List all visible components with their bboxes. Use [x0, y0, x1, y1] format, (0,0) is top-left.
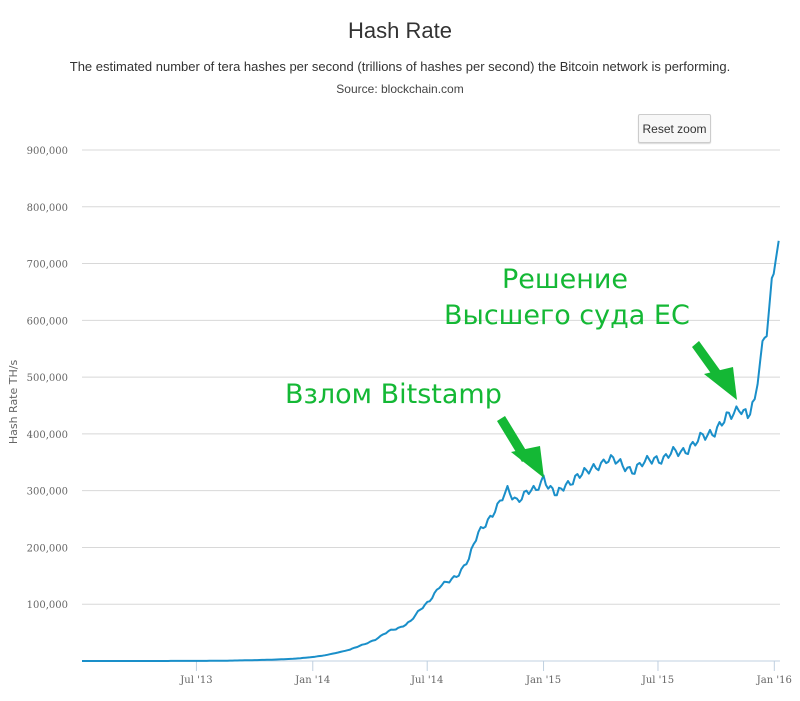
y-tick-label: 400,000 — [27, 430, 68, 441]
annotation-court-arrow — [692, 341, 737, 400]
x-tick-label: Jul '14 — [410, 675, 443, 686]
y-tick-label: 800,000 — [27, 203, 68, 214]
grid-lines — [82, 149, 780, 662]
annotation-court-label-line1: Решение — [502, 264, 628, 295]
y-tick-label: 100,000 — [27, 600, 68, 611]
x-tick-label: Jul '15 — [641, 675, 674, 686]
series-layer — [82, 240, 780, 662]
x-axis-ticks: Jul '13 Jan '14 Jul '14 Jan '15 Jul '15 Jan '… — [179, 661, 792, 686]
x-tick-label: Jul '13 — [179, 675, 212, 686]
annotation-bitstamp-arrow — [497, 416, 544, 478]
annotation-court-label-line2: Высшего суда ЕС — [444, 300, 690, 331]
y-tick-label: 500,000 — [27, 373, 68, 384]
y-tick-label: 200,000 — [27, 543, 68, 554]
chart-source: Source: blockchain.com — [336, 82, 464, 96]
y-axis-ticks: 100,000 200,000 300,000 400,000 500,000 600,0… — [27, 146, 68, 611]
y-tick-label: 600,000 — [27, 316, 68, 327]
annotation-bitstamp-label: Взлом Bitstamp — [285, 379, 502, 410]
y-axis-title: Hash Rate TH/s — [7, 360, 20, 445]
x-tick-label: Jan '16 — [756, 675, 792, 686]
chart-subtitle: The estimated number of tera hashes per … — [69, 59, 731, 74]
reset-zoom-button[interactable]: Reset zoom — [638, 114, 711, 143]
chart-title: Hash Rate — [348, 18, 452, 43]
series-line-hash-rate — [82, 240, 780, 662]
annotations: Взлом Bitstamp Решение Высшего суда ЕС — [285, 264, 737, 478]
y-tick-label: 300,000 — [27, 487, 68, 498]
y-tick-label: 900,000 — [27, 146, 68, 157]
x-tick-label: Jan '14 — [294, 675, 330, 686]
y-tick-label: 700,000 — [27, 260, 68, 271]
x-tick-label: Jan '15 — [525, 675, 561, 686]
